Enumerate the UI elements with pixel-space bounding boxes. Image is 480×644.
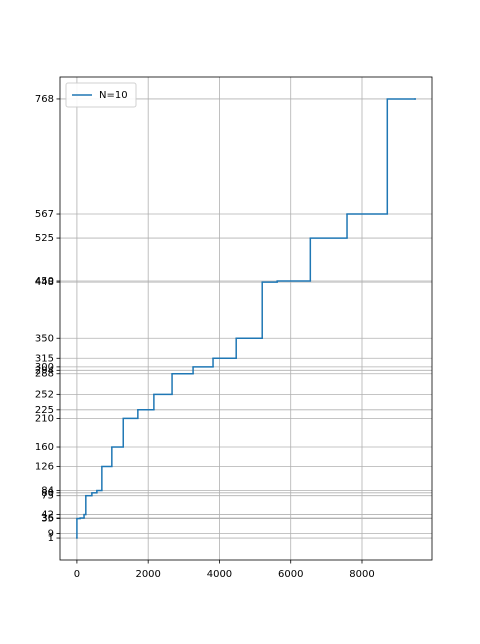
x-tick-label: 2000 — [135, 569, 160, 580]
y-tick-label: 288 — [35, 369, 54, 380]
x-tick-label: 0 — [74, 569, 80, 580]
y-tick-label: 294 — [35, 365, 54, 376]
y-tick-label: 225 — [35, 405, 54, 416]
y-tick-label: 9 — [48, 528, 54, 539]
y-tick-label: 300 — [35, 362, 54, 373]
y-tick-label: 450 — [35, 276, 54, 287]
legend-label: N=10 — [99, 90, 128, 101]
x-tick-label: 4000 — [207, 569, 232, 580]
y-tick-label: 315 — [35, 353, 54, 364]
y-tick-label: 448 — [35, 277, 54, 288]
y-tick-label: 350 — [35, 333, 54, 344]
y-tick-label: 80 — [41, 488, 54, 499]
y-tick-label: 75 — [41, 491, 54, 502]
y-tick-label: 1 — [48, 533, 54, 544]
x-tick-label: 8000 — [349, 569, 374, 580]
y-tick-label: 567 — [35, 209, 54, 220]
y-tick-label: 42 — [41, 510, 54, 521]
y-tick-label: 35 — [41, 514, 54, 525]
y-tick-label: 160 — [35, 442, 54, 453]
y-tick-label: 525 — [35, 233, 54, 244]
y-tick-label: 126 — [35, 461, 54, 472]
x-tick-label: 6000 — [278, 569, 303, 580]
y-tick-label: 36 — [41, 513, 54, 524]
legend-box — [65, 82, 137, 108]
y-tick-label: 252 — [35, 389, 54, 400]
y-tick-label: 768 — [35, 94, 54, 105]
y-tick-label: 84 — [41, 486, 54, 497]
y-tick-label: 210 — [35, 413, 54, 424]
plot-frame — [59, 76, 433, 561]
